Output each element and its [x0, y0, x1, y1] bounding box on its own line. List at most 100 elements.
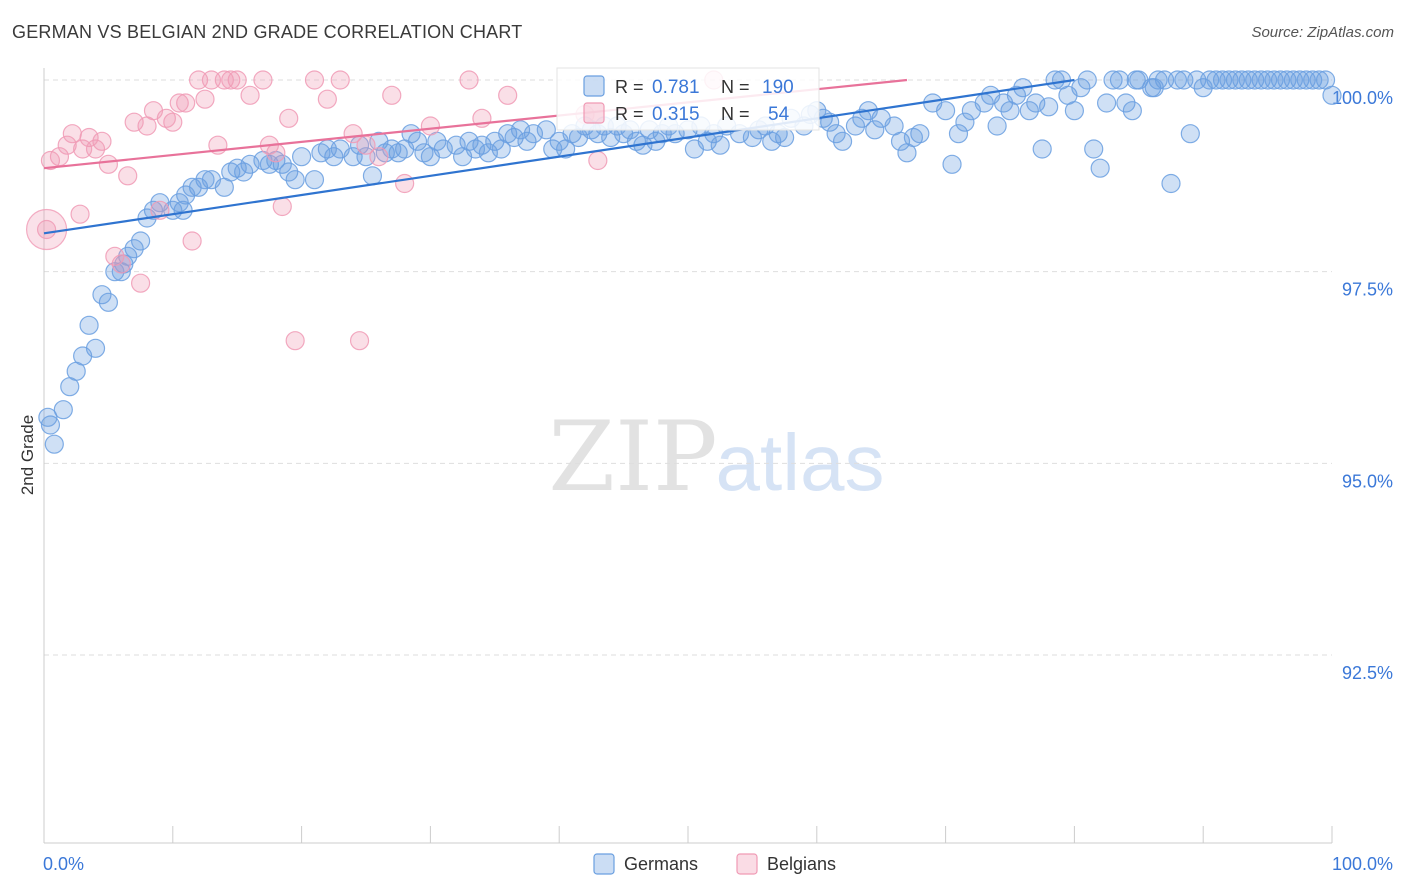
german-point	[1096, 93, 1117, 113]
german-point	[536, 120, 556, 140]
belgian-point	[588, 150, 608, 171]
german-point	[942, 154, 962, 174]
german-point	[987, 116, 1007, 136]
stats-swatch-germans	[583, 75, 605, 97]
german-point	[465, 139, 486, 159]
german-point	[234, 162, 254, 182]
german-point	[517, 131, 537, 151]
german-point	[85, 338, 106, 358]
german-point	[40, 415, 61, 435]
source-label: Source: ZipAtlas.com	[1251, 24, 1394, 41]
german-point	[762, 131, 782, 151]
german-point	[311, 143, 331, 163]
belgian-point	[118, 166, 138, 186]
belgian-point	[176, 93, 196, 113]
belgian-point-large	[25, 208, 68, 251]
belgian-point	[369, 147, 389, 167]
german-point	[292, 147, 312, 167]
belgian-point	[304, 70, 325, 90]
belgian-point	[459, 70, 479, 90]
stats-n-label-germans: N =	[721, 77, 750, 97]
belgian-point	[285, 331, 305, 351]
legend-label-belgians[interactable]: Belgians	[767, 854, 836, 874]
german-point	[1084, 139, 1104, 159]
belgian-point	[131, 273, 151, 293]
german-point	[1322, 85, 1342, 105]
belgian-point	[221, 70, 241, 90]
german-point	[124, 239, 144, 259]
belgian-point	[182, 231, 202, 251]
bottom-legend: Germans Belgians	[593, 853, 836, 875]
belgian-point	[279, 108, 299, 128]
y-tick-label: 95.0%	[1342, 471, 1393, 491]
belgian-point	[343, 124, 363, 144]
belgian-point	[317, 89, 337, 109]
x-tick-label-left: 0.0%	[43, 854, 84, 874]
german-point	[1309, 70, 1329, 90]
stats-swatch-belgians	[583, 102, 605, 124]
german-point	[1225, 70, 1246, 90]
german-point	[143, 200, 164, 220]
x-ticks	[43, 826, 1333, 843]
belgian-point	[240, 85, 260, 105]
german-point	[1122, 101, 1142, 121]
german-point	[1032, 139, 1052, 159]
german-point	[173, 200, 193, 220]
german-point	[1167, 70, 1188, 90]
belgian-point	[253, 70, 273, 90]
points-layer	[25, 70, 1342, 454]
german-point	[272, 154, 292, 174]
german-point	[1116, 93, 1136, 113]
legend-swatch-belgians[interactable]	[736, 853, 758, 875]
belgian-point	[36, 219, 57, 240]
german-point	[304, 170, 325, 190]
stats-n-label-belgians: N =	[721, 104, 750, 124]
belgian-point	[272, 196, 292, 217]
belgian-point	[70, 204, 90, 224]
belgian-point	[266, 143, 286, 163]
german-point	[1187, 70, 1207, 90]
stats-r-value-belgians: 0.315	[652, 104, 700, 125]
german-point	[1058, 85, 1078, 105]
german-point	[285, 170, 305, 190]
belgian-point	[395, 173, 415, 194]
german-point	[826, 124, 846, 144]
german-point	[865, 120, 885, 140]
belgian-point	[105, 246, 125, 266]
german-point	[79, 315, 99, 335]
y-tick-labels: 100.0% 97.5% 95.0% 92.5%	[1332, 88, 1393, 683]
german-point	[993, 93, 1014, 113]
german-point	[948, 124, 969, 144]
german-point	[1090, 158, 1110, 178]
german-point	[1019, 101, 1039, 121]
german-point	[852, 108, 872, 128]
y-axis-label: 2nd Grade	[18, 415, 37, 495]
german-point	[845, 116, 866, 136]
belgian-point	[92, 131, 112, 151]
german-point	[131, 231, 151, 251]
belgian-point	[169, 93, 189, 113]
german-point	[1039, 97, 1059, 117]
belgian-point	[195, 89, 215, 109]
german-point	[955, 112, 975, 132]
german-point	[1161, 173, 1181, 194]
german-point	[1144, 78, 1164, 98]
watermark-atlas: atlas	[716, 418, 885, 507]
german-point	[832, 131, 853, 151]
belgian-point	[227, 70, 247, 90]
stats-legend: R = 0.781 N = 190 R = 0.315 N = 54	[556, 67, 820, 131]
german-trend-line	[43, 78, 1075, 235]
german-point	[1103, 70, 1123, 90]
stats-r-label-germans: R =	[615, 77, 644, 97]
stats-r-label-belgians: R =	[615, 104, 644, 124]
german-point	[38, 407, 58, 427]
legend-label-germans[interactable]: Germans	[624, 854, 698, 874]
belgian-point	[85, 139, 106, 159]
german-point	[92, 285, 112, 305]
belgian-point	[163, 112, 183, 132]
belgian-point	[498, 85, 518, 105]
legend-swatch-germans[interactable]	[593, 853, 615, 875]
y-tick-label: 100.0%	[1332, 88, 1393, 108]
german-point	[1180, 124, 1200, 144]
